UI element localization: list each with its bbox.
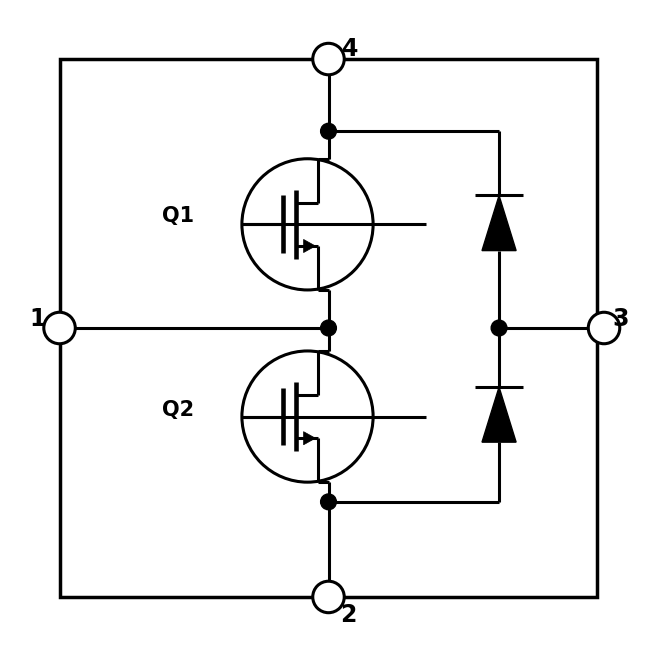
Text: Q1: Q1 (162, 207, 194, 226)
Polygon shape (304, 239, 315, 253)
Text: 1: 1 (30, 308, 46, 331)
Circle shape (321, 494, 336, 510)
Text: 3: 3 (612, 308, 628, 331)
Text: 4: 4 (342, 37, 358, 60)
Circle shape (44, 312, 76, 344)
Circle shape (321, 123, 336, 139)
Bar (60, 59, 597, 597)
Text: Q2: Q2 (162, 400, 194, 420)
Circle shape (313, 43, 344, 75)
Polygon shape (304, 432, 315, 445)
Circle shape (321, 320, 336, 336)
Polygon shape (482, 195, 516, 251)
Circle shape (491, 320, 507, 336)
Circle shape (588, 312, 620, 344)
Circle shape (313, 581, 344, 613)
Text: 2: 2 (340, 604, 357, 627)
Polygon shape (482, 387, 516, 442)
